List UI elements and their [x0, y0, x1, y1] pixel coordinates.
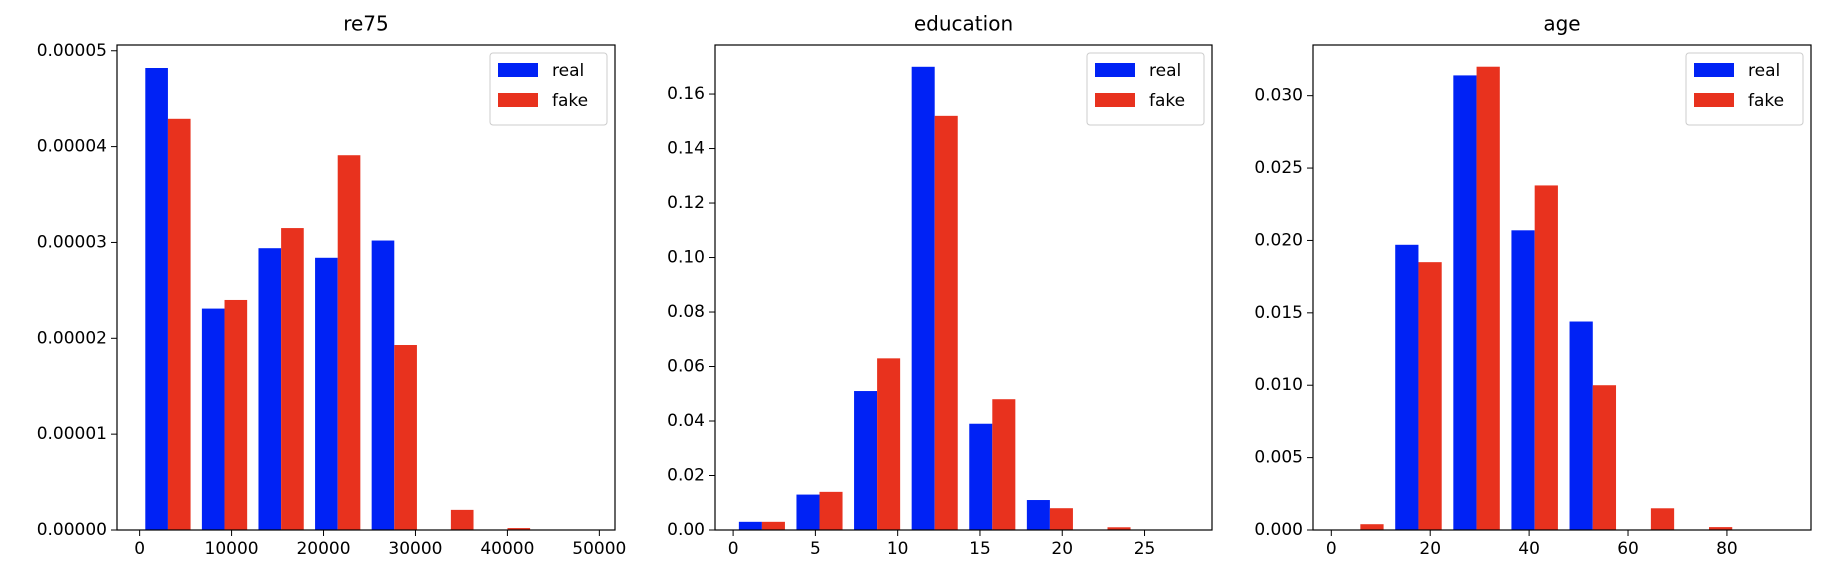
- x-tick-label: 15: [969, 539, 991, 559]
- bar: [1049, 508, 1073, 530]
- x-tick-label: 60: [1617, 539, 1639, 559]
- legend-label: fake: [1149, 91, 1185, 111]
- legend-label: fake: [1748, 91, 1784, 111]
- y-tick-label: 0.020: [1254, 230, 1303, 250]
- y-tick-label: 0.015: [1254, 303, 1303, 323]
- bar: [1476, 66, 1500, 530]
- bar: [281, 228, 304, 530]
- y-tick-label: 0.000: [1254, 520, 1303, 540]
- legend-label: real: [1748, 61, 1780, 81]
- y-tick-label: 0.00003: [37, 232, 107, 252]
- y-tick-label: 0.00002: [37, 328, 107, 348]
- y-tick-label: 0.005: [1254, 448, 1303, 468]
- y-tick-label: 0.00000: [37, 520, 107, 540]
- axes-frame: [714, 44, 1213, 531]
- y-tick-label: 0.10: [667, 248, 705, 268]
- bar: [819, 491, 843, 530]
- x-tick-label: 20: [1051, 539, 1073, 559]
- legend-swatch: [1095, 93, 1135, 107]
- bar: [738, 521, 762, 530]
- x-tick-label: 40000: [480, 539, 534, 559]
- bar: [371, 240, 395, 530]
- x-tick-label: 80: [1716, 539, 1738, 559]
- bar: [1395, 244, 1419, 530]
- x-tick-label: 50000: [572, 539, 626, 559]
- legend-swatch: [1694, 93, 1734, 107]
- x-tick-label: 10000: [205, 539, 259, 559]
- bar: [145, 68, 168, 530]
- bar: [1709, 527, 1733, 530]
- legend-swatch: [1095, 63, 1135, 77]
- legend-label: fake: [552, 91, 588, 111]
- y-tick-label: 0.02: [667, 466, 705, 486]
- bar: [507, 528, 531, 530]
- legend-label: real: [1149, 61, 1181, 81]
- bar: [394, 345, 417, 530]
- bar: [337, 155, 361, 530]
- legend-swatch: [1694, 63, 1734, 77]
- axes-frame: [116, 44, 616, 531]
- x-tick-label: 10: [887, 539, 909, 559]
- x-tick-label: 0: [728, 539, 739, 559]
- bar: [854, 391, 878, 530]
- bar: [1107, 527, 1131, 530]
- y-tick-label: 0.16: [667, 84, 705, 104]
- bar: [1418, 262, 1442, 530]
- y-tick-label: 0.00001: [37, 424, 107, 444]
- bar: [911, 66, 935, 530]
- axes-frame: [1312, 44, 1812, 531]
- y-tick-label: 0.010: [1254, 375, 1303, 395]
- chart-title: education: [914, 12, 1013, 36]
- bar: [1453, 75, 1477, 530]
- x-tick-label: 30000: [388, 539, 442, 559]
- bar: [1569, 321, 1593, 530]
- legend-swatch: [498, 93, 538, 107]
- x-tick-label: 20: [1419, 539, 1441, 559]
- bar: [1592, 385, 1617, 530]
- y-tick-label: 0.08: [667, 302, 705, 322]
- bar: [224, 299, 248, 530]
- x-tick-label: 40: [1518, 539, 1540, 559]
- bar: [167, 118, 191, 530]
- bar: [450, 509, 474, 530]
- bar: [201, 308, 225, 530]
- chart-title: age: [1543, 12, 1580, 36]
- y-tick-label: 0.00: [667, 520, 705, 540]
- y-tick-label: 0.06: [667, 357, 705, 377]
- bar: [258, 248, 282, 530]
- x-tick-label: 0: [134, 539, 145, 559]
- y-tick-label: 0.04: [667, 411, 705, 431]
- x-tick-label: 25: [1134, 539, 1156, 559]
- bar: [1360, 524, 1384, 530]
- y-tick-label: 0.030: [1254, 86, 1303, 106]
- bar: [877, 358, 901, 530]
- x-tick-label: 0: [1326, 539, 1337, 559]
- x-tick-label: 5: [810, 539, 821, 559]
- bar: [1511, 230, 1535, 531]
- bar: [992, 399, 1016, 530]
- bar: [1534, 185, 1558, 530]
- bar: [969, 423, 993, 530]
- y-tick-label: 0.12: [667, 193, 705, 213]
- bar: [1650, 508, 1675, 530]
- y-tick-label: 0.00005: [37, 41, 107, 61]
- chart-title: re75: [343, 12, 389, 36]
- legend-label: real: [552, 61, 584, 81]
- y-tick-label: 0.025: [1254, 158, 1303, 178]
- bar: [315, 257, 338, 530]
- bar: [1026, 500, 1050, 530]
- bar: [934, 115, 958, 530]
- y-tick-label: 0.00004: [37, 137, 107, 157]
- x-tick-label: 20000: [296, 539, 350, 559]
- y-tick-label: 0.14: [667, 139, 705, 159]
- bar: [761, 521, 785, 530]
- legend-swatch: [498, 63, 538, 77]
- bar: [796, 494, 820, 530]
